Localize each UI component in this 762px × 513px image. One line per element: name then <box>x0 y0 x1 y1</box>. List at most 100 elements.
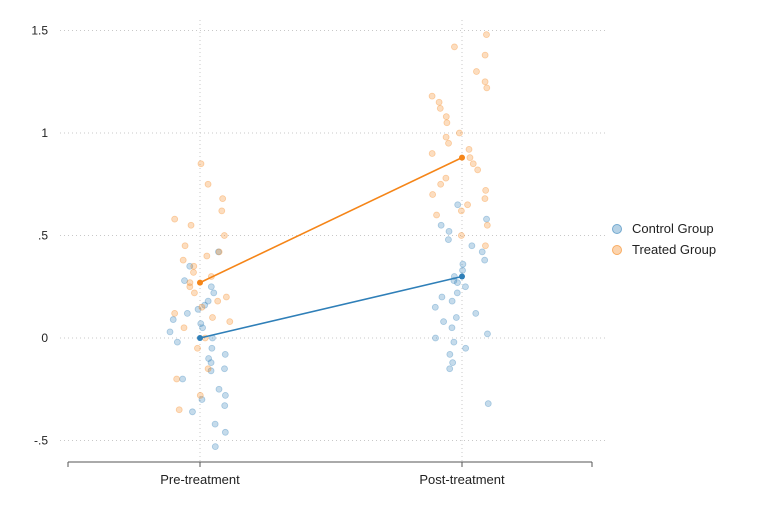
treated-point <box>483 84 491 92</box>
control-point <box>183 309 191 317</box>
control-point <box>449 359 457 367</box>
control-point <box>207 359 215 367</box>
control-point <box>468 242 476 250</box>
control-point <box>431 303 439 311</box>
treated-point <box>214 297 222 305</box>
treated-point <box>466 154 474 162</box>
control-point <box>454 279 461 287</box>
control-point <box>483 215 490 223</box>
treated-point <box>442 133 450 141</box>
control-point <box>432 334 439 342</box>
y-tick-label: -.5 <box>34 434 48 448</box>
control-point <box>484 400 492 408</box>
treated-mean-marker <box>197 279 203 286</box>
legend-label-control: Control Group <box>632 221 714 236</box>
treated-point <box>436 105 444 112</box>
control-mean-marker <box>459 273 465 280</box>
control-point <box>221 350 229 358</box>
control-point <box>169 316 177 323</box>
treated-point <box>204 365 212 373</box>
treated-point <box>435 98 443 106</box>
treated-point <box>428 92 436 100</box>
treated-point <box>204 180 212 188</box>
treated-point <box>191 289 198 297</box>
treated-mean-line <box>199 156 463 284</box>
control-point <box>181 277 188 285</box>
x-tick-label: Pre-treatment <box>160 472 240 487</box>
treated-point <box>194 344 201 352</box>
treated-point <box>218 207 226 215</box>
treated-point <box>171 309 179 317</box>
treated-point <box>198 303 206 311</box>
control-point <box>462 283 469 291</box>
treated-point <box>482 186 490 194</box>
legend-item-treated: Treated Group <box>612 239 716 260</box>
treated-point <box>483 31 490 38</box>
treated-point <box>175 406 183 414</box>
treated-point <box>186 283 194 291</box>
treated-point <box>442 113 450 120</box>
treated-point <box>437 180 445 188</box>
control-point <box>221 391 229 399</box>
control-point <box>198 396 206 403</box>
control-point <box>221 365 228 373</box>
y-tick-label: 1 <box>41 126 48 140</box>
treated-point <box>219 195 227 203</box>
control-point <box>221 428 229 436</box>
control-point <box>211 443 219 451</box>
control-mean-marker <box>197 335 203 341</box>
control-point <box>459 260 467 268</box>
treated-point <box>473 68 480 75</box>
treated-point <box>197 160 205 168</box>
treated-point <box>173 375 181 383</box>
control-point <box>448 324 456 332</box>
control-point <box>204 297 212 305</box>
treated-point <box>465 145 473 153</box>
control-point <box>207 283 215 291</box>
treated-point <box>481 195 489 203</box>
control-point <box>199 324 206 332</box>
treated-point <box>483 221 491 229</box>
legend-swatch-treated <box>612 244 622 255</box>
treated-point <box>433 211 440 219</box>
treated-point <box>220 232 228 239</box>
control-point <box>445 227 453 235</box>
treated-point <box>179 256 187 264</box>
axes: -.5 0 .5 1 1.5 Pre-treatment Post-treatment <box>31 24 593 487</box>
treated-point <box>196 391 204 399</box>
control-point <box>207 367 215 375</box>
control-point <box>197 320 205 328</box>
control-point <box>194 305 202 313</box>
control-point <box>440 318 447 326</box>
control-point <box>484 330 491 338</box>
control-point <box>210 289 218 297</box>
treated-point <box>203 252 211 260</box>
data-points <box>166 31 492 451</box>
grid <box>60 20 605 462</box>
control-point <box>208 344 216 352</box>
control-point <box>446 365 454 373</box>
treated-point <box>190 268 197 276</box>
treated-point <box>464 201 471 209</box>
control-point <box>459 266 466 274</box>
treated-point <box>482 242 489 250</box>
control-point <box>448 297 456 305</box>
control-point <box>189 408 196 416</box>
treated-point <box>215 248 223 256</box>
treated-point <box>451 43 458 51</box>
control-point <box>438 293 446 301</box>
control-point <box>478 248 486 256</box>
treated-point <box>457 207 465 215</box>
control-point <box>173 338 181 346</box>
treated-point <box>429 191 437 198</box>
control-point <box>450 338 458 346</box>
treated-point <box>209 314 216 321</box>
legend-label-treated: Treated Group <box>632 242 717 257</box>
control-point <box>445 236 452 244</box>
treated-point <box>186 279 194 287</box>
y-tick-label: 0 <box>41 331 48 345</box>
legend-swatch-control <box>612 223 622 234</box>
treated-point <box>469 160 477 168</box>
